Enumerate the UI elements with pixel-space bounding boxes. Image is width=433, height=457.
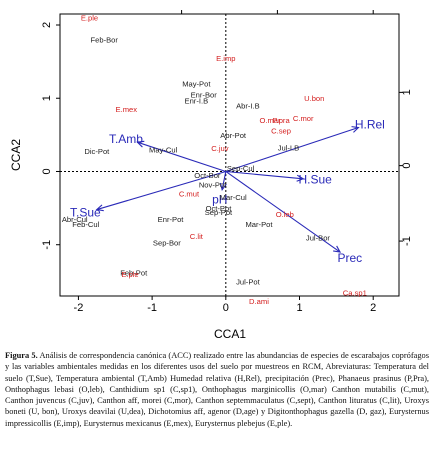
vector-arrowhead: [136, 140, 145, 148]
site-label: Feb-Cul: [72, 220, 99, 229]
species-label: U.bon: [304, 94, 324, 103]
site-label: May-Cul: [149, 146, 178, 155]
species-label: Ca.sp1: [343, 288, 367, 297]
site-label: Sep-Bor: [153, 239, 181, 248]
site-label: Enr-Bor: [191, 91, 218, 100]
x-tick-label: 0: [223, 302, 229, 314]
site-label: Enr-Pot: [158, 215, 185, 224]
y-tick-label: 2: [41, 22, 53, 28]
vector-arrow: [137, 141, 226, 173]
site-label: Feb-Pot: [120, 269, 148, 278]
site-label: Sep-Pot: [205, 208, 233, 217]
vector-label: T.Sue: [70, 205, 101, 219]
right-tick-label: -1: [401, 236, 413, 246]
vector-arrowhead: [95, 204, 104, 212]
vector-arrowhead: [351, 126, 360, 133]
vector-arrow: [221, 171, 227, 190]
site-label: Abr-Pot: [220, 131, 247, 140]
vector-label: pH: [212, 193, 227, 207]
environment-vectors: H.Rel T.Amb T.Sue Prec H.Sue pH: [70, 117, 385, 264]
caption-text: Análisis de correspondencia canónica (AC…: [5, 351, 429, 428]
site-label: Abr-I.B: [236, 102, 260, 111]
species-label: P.pra: [273, 116, 291, 125]
caption-label: Figura 5.: [5, 351, 38, 360]
site-label: Oct-Pot: [206, 204, 233, 213]
vector-label: Prec: [338, 251, 363, 265]
y-axis-label: CCA2: [9, 139, 23, 171]
vector-arrow: [225, 170, 304, 180]
vector-label: T.Amb: [109, 132, 143, 146]
site-label: Jul-Pot: [236, 277, 261, 286]
vector-arrowhead: [219, 182, 227, 192]
species-label: C.lit: [190, 232, 204, 241]
x-tick-label: 2: [370, 302, 376, 314]
species-label: E.imp: [216, 54, 235, 63]
plot-frame: [59, 13, 400, 297]
site-label: Dic-Pot: [84, 147, 110, 156]
site-label: May-Pot: [182, 80, 211, 89]
x-tick-label: 1: [296, 302, 302, 314]
site-label: Jul-I.B: [278, 143, 300, 152]
species-label: D.ami: [249, 297, 269, 306]
vector-label: H.Sue: [298, 173, 332, 187]
site-label: Jul-Bor: [306, 233, 331, 242]
site-label: Enr-I.B: [185, 96, 209, 105]
site-label: Mar-Cul: [220, 193, 247, 202]
x-axis-label: CCA1: [214, 327, 246, 341]
x-tick-label: -2: [74, 302, 84, 314]
site-label: Oct-Bor: [194, 171, 221, 180]
right-tick-label: 1: [401, 89, 413, 95]
vector-label: H.Rel: [355, 117, 385, 131]
species-label: E.ple: [81, 14, 98, 23]
site-label: Abr-Cul: [62, 215, 88, 224]
site-label: Sep-Cul: [227, 164, 255, 173]
species-label: C.sep: [271, 126, 291, 135]
vector-arrowhead: [333, 245, 342, 253]
cca-biplot: -1 0 1 2 -2 -1 0 1 2 -1 0 1 H.Rel T.Amb T.Sue Prec H.Su…: [9, 10, 413, 341]
species-label: O.leb: [276, 210, 294, 219]
vector-arrow: [96, 170, 226, 211]
axis-ticks: -1 0 1 2 -2 -1 0 1 2 -1 0 1: [41, 10, 413, 314]
y-tick-label: -1: [41, 240, 53, 250]
y-tick-label: 0: [41, 168, 53, 174]
site-label: Mar-Pot: [245, 220, 273, 229]
site-label: Nov-Pot: [199, 181, 227, 190]
species-label: E.mex: [116, 105, 138, 114]
vector-arrow: [225, 127, 359, 173]
y-tick-label: 1: [41, 95, 53, 101]
vector-arrow: [225, 171, 341, 253]
site-label: Feb-Bor: [90, 36, 118, 45]
species-label: C.mor: [293, 114, 314, 123]
species-label: O.mar: [259, 116, 281, 125]
x-tick-label: -1: [147, 302, 157, 314]
species-label: E.ple: [121, 270, 138, 279]
vector-arrowhead: [296, 174, 305, 182]
species-label: C.mut: [179, 189, 200, 198]
species-label: C.juv: [211, 144, 229, 153]
right-tick-label: 0: [401, 163, 413, 169]
figure-caption: Figura 5. Análisis de correspondencia ca…: [5, 350, 429, 429]
